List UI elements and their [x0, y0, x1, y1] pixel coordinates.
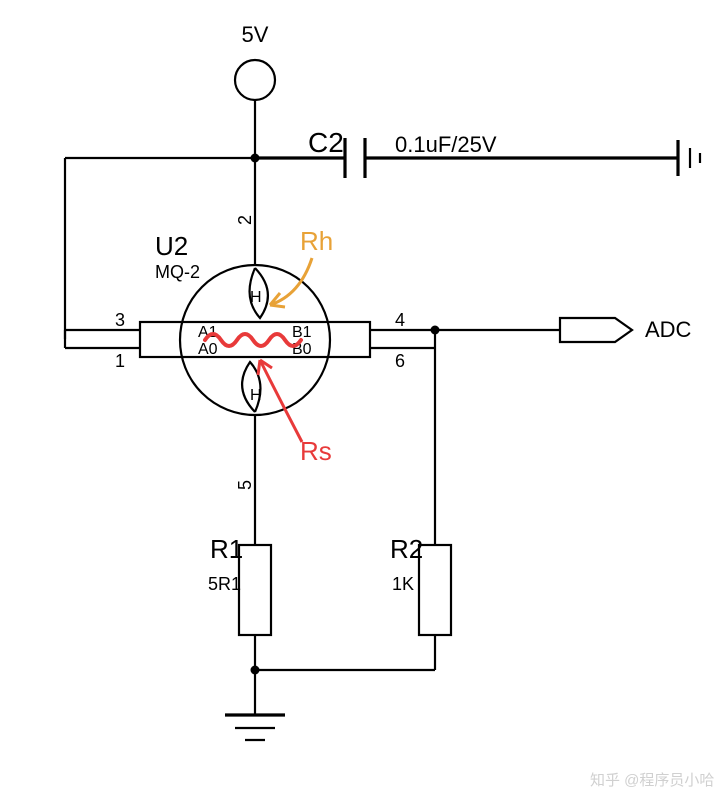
- u2-ref: U2: [155, 231, 188, 261]
- a0: A0: [198, 341, 218, 358]
- r1-body: [239, 545, 271, 635]
- h-bot: H: [250, 387, 262, 404]
- watermark: 知乎 @程序员小哈: [590, 772, 714, 789]
- c2-ref: C2: [308, 127, 344, 158]
- rh-annot: Rh: [300, 226, 333, 256]
- adc-connector: [560, 318, 632, 342]
- pin2: 2: [235, 215, 255, 225]
- adc-label: ADC: [645, 317, 692, 342]
- supply-terminal: [235, 60, 275, 100]
- pin4: 4: [395, 310, 405, 330]
- r2-val: 1K: [392, 574, 414, 594]
- c2-val: 0.1uF/25V: [395, 132, 497, 157]
- h-top: H: [250, 289, 262, 306]
- rs-annot: Rs: [300, 436, 332, 466]
- pin5: 5: [235, 480, 255, 490]
- u2-part: MQ-2: [155, 262, 200, 282]
- supply-label: 5V: [242, 22, 269, 47]
- pin6: 6: [395, 351, 405, 371]
- pin1: 1: [115, 351, 125, 371]
- pin3: 3: [115, 310, 125, 330]
- r2-body: [419, 545, 451, 635]
- rs-element: [205, 334, 301, 346]
- rs-arrow: [260, 360, 302, 442]
- circuit-schematic: 5V C2 0.1uF/25V 2 U2 MQ-2 H H A1 A0 B1 B…: [0, 0, 727, 803]
- r1-val: 5R1: [208, 574, 241, 594]
